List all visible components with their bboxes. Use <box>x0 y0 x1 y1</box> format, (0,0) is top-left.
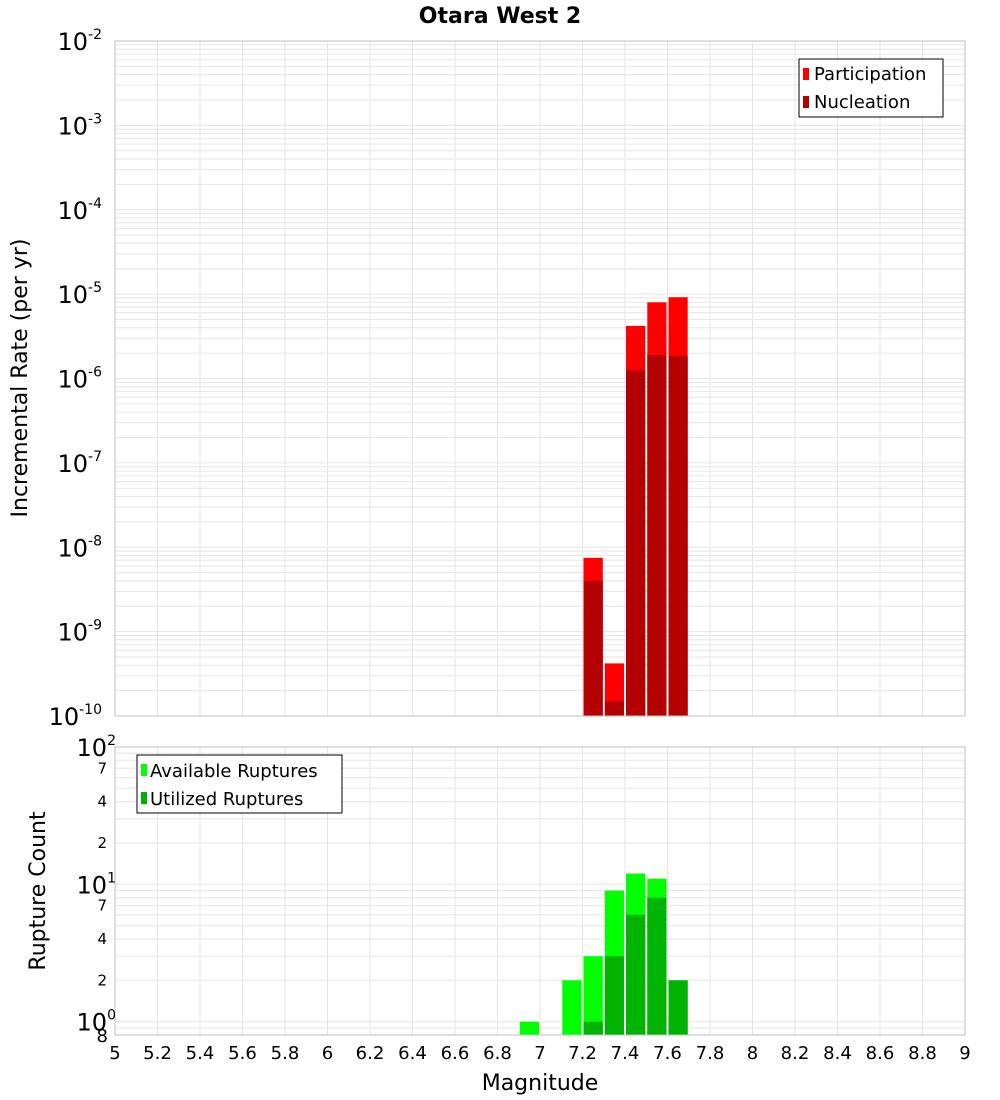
top-plot-bars <box>583 297 688 716</box>
chart-title: Otara West 2 <box>419 4 581 29</box>
legend-label-available: Available Ruptures <box>150 761 318 782</box>
x-tick-label: 5.2 <box>143 1043 172 1064</box>
available-ruptures-bar <box>583 956 603 1035</box>
utilized-ruptures-bar <box>647 897 667 1035</box>
x-tick-label: 5.8 <box>271 1043 300 1064</box>
x-axis-label: Magnitude <box>482 1071 599 1096</box>
bottom-y-minor-tick-label: 4 <box>97 793 107 811</box>
top-y-tick-label: 10-5 <box>57 280 102 309</box>
top-y-tick-label: 10-2 <box>57 27 102 56</box>
x-tick-label: 7.2 <box>568 1043 597 1064</box>
x-tick-label: 7.8 <box>696 1043 725 1064</box>
bottom-y-minor-tick-label: 7 <box>97 897 107 915</box>
bottom-y-minor-tick-label: 2 <box>97 834 107 852</box>
legend-swatch-utilized <box>141 792 147 804</box>
top-y-tick-label: 10-6 <box>57 365 102 394</box>
legend-swatch-participation <box>803 68 809 80</box>
x-tick-label: 8.2 <box>781 1043 810 1064</box>
available-ruptures-bar <box>562 980 582 1035</box>
top-y-tick-label: 10-3 <box>57 111 102 140</box>
legend-swatch-available <box>141 764 147 776</box>
x-tick-label: 9 <box>959 1043 970 1064</box>
bottom-y-axis-label: Rupture Count <box>26 811 51 971</box>
x-tick-label: 6 <box>322 1043 333 1064</box>
top-plot-gridlines <box>114 41 966 717</box>
x-tick-label: 6.4 <box>398 1043 427 1064</box>
utilized-ruptures-bar <box>583 1021 603 1035</box>
x-tick-label: 6.8 <box>483 1043 512 1064</box>
nucleation-bar <box>647 355 667 716</box>
nucleation-bar <box>604 701 624 716</box>
legend-label-participation: Participation <box>814 64 926 85</box>
top-y-tick-label: 10-10 <box>49 702 102 731</box>
x-tick-label: 5.6 <box>228 1043 257 1064</box>
top-y-tick-label: 10-4 <box>57 196 102 225</box>
bottom-plot-bars <box>519 873 688 1035</box>
top-y-tick-label: 10-9 <box>57 618 102 647</box>
x-tick-label: 7.4 <box>611 1043 640 1064</box>
bottom-y-tick-label: 102 <box>77 733 116 762</box>
bottom-y-minor-tick-label: 7 <box>97 759 107 777</box>
utilized-ruptures-bar <box>668 980 688 1035</box>
bottom-y-tick-label: 100 <box>77 1008 116 1037</box>
bottom-legend-box <box>136 754 343 814</box>
legend-swatch-nucleation <box>803 96 809 108</box>
x-tick-label: 7 <box>534 1043 545 1064</box>
top-legend: Participation Nucleation <box>798 58 944 118</box>
x-tick-label: 8.4 <box>823 1043 852 1064</box>
x-tick-label: 6.2 <box>356 1043 385 1064</box>
top-y-axis-ticks: 10-2 10-3 10-4 10-5 10-6 10-7 10-8 10-9 10-10 <box>49 27 103 731</box>
bottom-plot-frame <box>114 746 966 1036</box>
x-tick-label: 5.4 <box>186 1043 215 1064</box>
bottom-y-minor-tick-label: 4 <box>97 930 107 948</box>
bottom-legend: Available Ruptures Utilized Ruptures <box>136 754 343 814</box>
utilized-ruptures-bar <box>626 914 646 1035</box>
top-legend-box <box>798 58 944 118</box>
nucleation-bar <box>583 580 603 716</box>
top-y-tick-label: 10-7 <box>57 449 102 478</box>
x-tick-label: 8 <box>747 1043 758 1064</box>
x-tick-label: 8.6 <box>866 1043 895 1064</box>
legend-label-nucleation: Nucleation <box>814 92 910 113</box>
utilized-ruptures-bar <box>604 956 624 1035</box>
legend-label-utilized: Utilized Ruptures <box>150 789 303 810</box>
available-ruptures-bar <box>519 1021 540 1035</box>
nucleation-bar <box>668 356 688 716</box>
top-y-axis-label: Incremental Rate (per yr) <box>8 239 33 518</box>
x-axis-ticks: 5 5.2 5.4 5.6 5.8 6 6.2 6.4 6.6 6.8 7 7.2 7.4 7.6 7.8 8… <box>109 1043 970 1064</box>
top-plot-frame <box>114 40 966 717</box>
x-tick-label: 5 <box>109 1043 120 1064</box>
bottom-y-minor-tick-label: 2 <box>97 971 107 989</box>
x-tick-label: 8.8 <box>908 1043 937 1064</box>
nucleation-bar <box>626 370 646 716</box>
bottom-y-axis-ticks: 102 101 100 7 4 2 7 4 2 8 <box>77 733 116 1047</box>
x-tick-label: 7.6 <box>653 1043 682 1064</box>
bottom-y-tick-label: 101 <box>77 870 116 899</box>
top-y-tick-label: 10-8 <box>57 533 102 562</box>
bottom-y-min-label: 8 <box>97 1026 108 1047</box>
x-tick-label: 6.6 <box>441 1043 470 1064</box>
